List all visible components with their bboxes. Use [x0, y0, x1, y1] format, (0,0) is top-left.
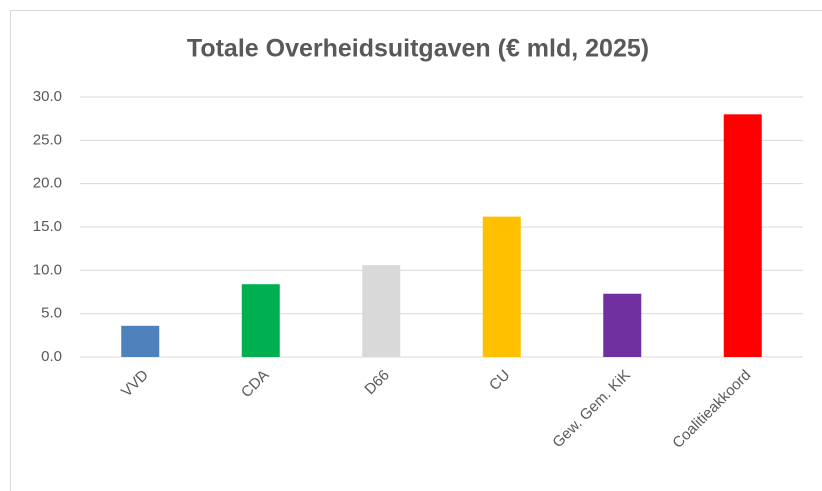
bar	[121, 325, 160, 357]
chart-border	[10, 10, 822, 491]
y-tick-label: 5.0	[41, 305, 62, 322]
bar	[482, 216, 521, 357]
y-tick-label: 20.0	[33, 175, 62, 192]
y-tick-label: 25.0	[33, 131, 62, 148]
bar	[241, 284, 280, 357]
bar	[362, 265, 401, 357]
chart-title: Totale Overheidsuitgaven (€ mld, 2025)	[187, 35, 649, 63]
y-tick-label: 10.0	[33, 261, 62, 278]
y-tick-label: 0.0	[41, 348, 62, 365]
bar	[723, 114, 762, 357]
y-tick-label: 30.0	[33, 88, 62, 105]
y-tick-label: 15.0	[33, 218, 62, 235]
bar	[603, 293, 642, 357]
